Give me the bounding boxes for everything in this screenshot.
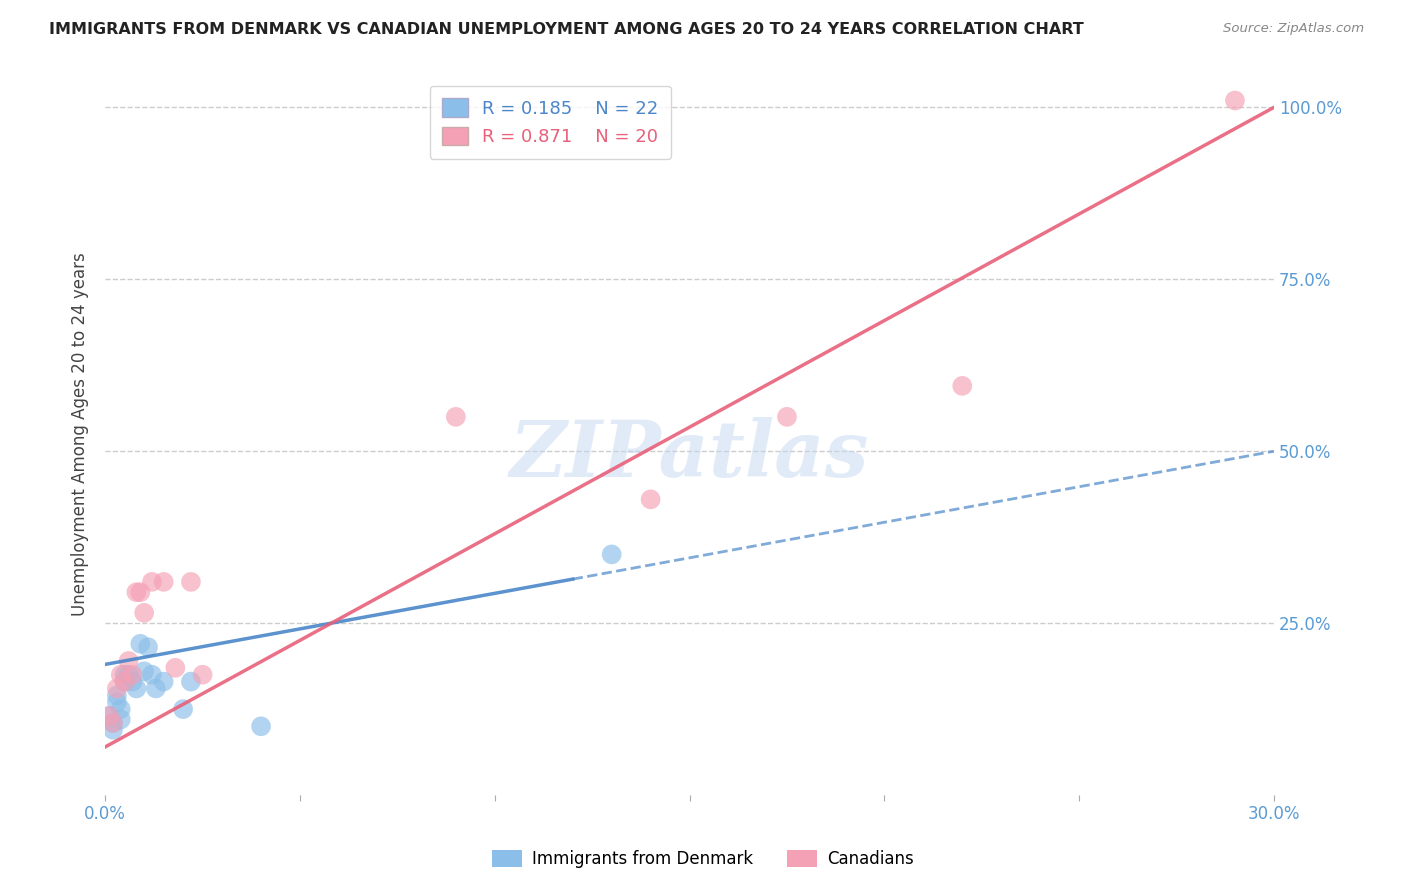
Point	[98, 709, 121, 723]
Point	[101, 715, 124, 730]
Y-axis label: Unemployment Among Ages 20 to 24 years: Unemployment Among Ages 20 to 24 years	[72, 252, 89, 615]
Point	[114, 674, 136, 689]
Point	[134, 606, 156, 620]
Point	[152, 674, 174, 689]
Point	[950, 379, 973, 393]
Point	[101, 715, 124, 730]
Point	[141, 667, 163, 681]
Point	[117, 667, 139, 681]
Point	[105, 681, 128, 696]
Point	[134, 665, 156, 679]
Point	[121, 667, 143, 681]
Point	[110, 667, 132, 681]
Point	[117, 654, 139, 668]
Point	[105, 689, 128, 703]
Point	[444, 409, 467, 424]
Point	[180, 674, 202, 689]
Point	[121, 674, 143, 689]
Point	[152, 574, 174, 589]
Point	[165, 661, 187, 675]
Point	[114, 667, 136, 681]
Point	[125, 585, 148, 599]
Point	[191, 667, 214, 681]
Point	[114, 674, 136, 689]
Point	[129, 637, 152, 651]
Text: Source: ZipAtlas.com: Source: ZipAtlas.com	[1223, 22, 1364, 36]
Point	[129, 585, 152, 599]
Point	[98, 709, 121, 723]
Point	[1223, 94, 1246, 108]
Point	[110, 702, 132, 716]
Point	[101, 723, 124, 737]
Point	[125, 681, 148, 696]
Point	[640, 492, 662, 507]
Point	[110, 713, 132, 727]
Point	[250, 719, 273, 733]
Point	[145, 681, 167, 696]
Point	[776, 409, 799, 424]
Text: IMMIGRANTS FROM DENMARK VS CANADIAN UNEMPLOYMENT AMONG AGES 20 TO 24 YEARS CORRE: IMMIGRANTS FROM DENMARK VS CANADIAN UNEM…	[49, 22, 1084, 37]
Point	[105, 695, 128, 709]
Legend: Immigrants from Denmark, Canadians: Immigrants from Denmark, Canadians	[485, 843, 921, 875]
Point	[136, 640, 159, 655]
Point	[600, 547, 623, 561]
Point	[180, 574, 202, 589]
Legend: R = 0.185    N = 22, R = 0.871    N = 20: R = 0.185 N = 22, R = 0.871 N = 20	[430, 86, 671, 159]
Point	[172, 702, 194, 716]
Text: ZIPatlas: ZIPatlas	[510, 417, 869, 494]
Point	[141, 574, 163, 589]
